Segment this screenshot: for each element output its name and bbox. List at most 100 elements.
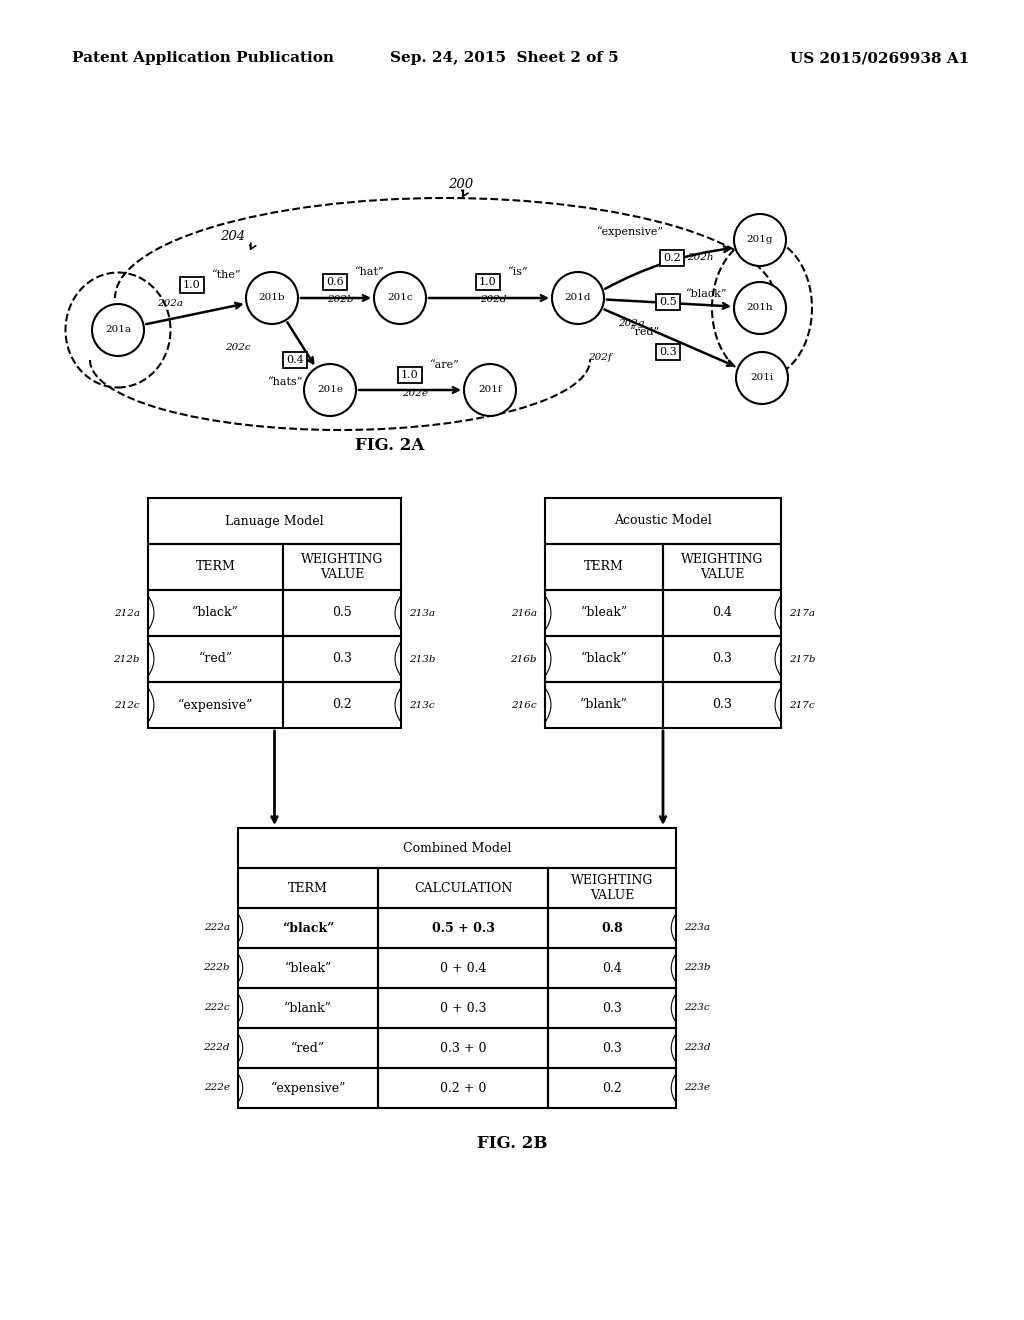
Circle shape	[92, 304, 144, 356]
Text: Combined Model: Combined Model	[402, 842, 511, 854]
Text: 216c: 216c	[511, 701, 537, 710]
Text: 202h: 202h	[687, 253, 714, 263]
Text: 0.4: 0.4	[712, 606, 732, 619]
Text: 202e: 202e	[402, 388, 428, 397]
Text: 202d: 202d	[480, 296, 507, 305]
Text: 201i: 201i	[751, 374, 773, 383]
Text: 217c: 217c	[790, 701, 815, 710]
Text: “blank”: “blank”	[284, 1002, 332, 1015]
Bar	[238, 987, 378, 1028]
Text: TERM: TERM	[288, 882, 328, 895]
Text: FIG. 2B: FIG. 2B	[477, 1134, 547, 1151]
Bar	[545, 544, 663, 590]
Text: “bleak”: “bleak”	[581, 606, 628, 619]
Text: US 2015/0269938 A1: US 2015/0269938 A1	[790, 51, 970, 65]
Text: 202c: 202c	[225, 343, 251, 352]
Text: 204: 204	[220, 231, 245, 243]
Text: 0.5: 0.5	[332, 606, 352, 619]
Text: 0.2: 0.2	[332, 698, 352, 711]
Text: 217b: 217b	[790, 655, 815, 664]
Bar	[548, 869, 676, 908]
Text: “black”: “black”	[193, 606, 239, 619]
Text: 0.3: 0.3	[659, 347, 677, 356]
Bar	[548, 987, 676, 1028]
Bar	[663, 590, 781, 636]
Text: “red”: “red”	[291, 1041, 325, 1055]
Text: “black”: “black”	[686, 289, 727, 300]
Text: 0.5 + 0.3: 0.5 + 0.3	[431, 921, 495, 935]
Bar	[378, 869, 548, 908]
Text: 1.0: 1.0	[401, 370, 419, 380]
Text: 0.3: 0.3	[602, 1002, 622, 1015]
Text: 202g: 202g	[618, 319, 644, 329]
Circle shape	[246, 272, 298, 323]
Text: FIG. 2A: FIG. 2A	[355, 437, 425, 454]
Bar	[283, 682, 401, 729]
Text: TERM: TERM	[196, 561, 236, 573]
Bar	[148, 498, 401, 544]
Bar	[148, 682, 283, 729]
Text: 202f: 202f	[588, 352, 611, 362]
Text: 0.3 + 0: 0.3 + 0	[439, 1041, 486, 1055]
Text: 222c: 222c	[205, 1003, 230, 1012]
Text: 201a: 201a	[105, 326, 131, 334]
Text: 0.2: 0.2	[602, 1081, 622, 1094]
Text: 223c: 223c	[684, 1003, 710, 1012]
Text: 201g: 201g	[746, 235, 773, 244]
Text: “black”: “black”	[282, 921, 334, 935]
Text: Sep. 24, 2015  Sheet 2 of 5: Sep. 24, 2015 Sheet 2 of 5	[390, 51, 618, 65]
Text: Lanuage Model: Lanuage Model	[225, 515, 324, 528]
Bar	[238, 908, 378, 948]
Text: 200: 200	[449, 178, 473, 191]
Text: 0.3: 0.3	[712, 698, 732, 711]
Circle shape	[734, 214, 786, 267]
Circle shape	[304, 364, 356, 416]
Text: “hat”: “hat”	[355, 267, 385, 277]
Text: 222a: 222a	[204, 924, 230, 932]
Text: Acoustic Model: Acoustic Model	[614, 515, 712, 528]
Text: 0.3: 0.3	[712, 652, 732, 665]
Bar	[545, 498, 781, 544]
Text: 213a: 213a	[409, 609, 435, 618]
Bar	[545, 636, 663, 682]
Text: 213c: 213c	[409, 701, 434, 710]
Bar	[283, 544, 401, 590]
Bar	[238, 1028, 378, 1068]
Circle shape	[374, 272, 426, 323]
Bar	[663, 682, 781, 729]
Bar	[283, 636, 401, 682]
Bar	[283, 590, 401, 636]
Bar	[548, 1068, 676, 1107]
Text: “red”: “red”	[199, 652, 232, 665]
Bar	[663, 544, 781, 590]
Text: 202b: 202b	[327, 296, 353, 305]
Text: WEIGHTING
VALUE: WEIGHTING VALUE	[681, 553, 763, 581]
Text: 222d: 222d	[204, 1044, 230, 1052]
Text: 0 + 0.3: 0 + 0.3	[439, 1002, 486, 1015]
Text: 223e: 223e	[684, 1084, 710, 1093]
Text: 0.3: 0.3	[602, 1041, 622, 1055]
Text: 1.0: 1.0	[479, 277, 497, 286]
Text: 201e: 201e	[317, 385, 343, 395]
Text: “are”: “are”	[430, 360, 460, 370]
Text: WEIGHTING
VALUE: WEIGHTING VALUE	[570, 874, 653, 902]
Text: “red”: “red”	[630, 327, 660, 337]
Text: “bleak”: “bleak”	[285, 961, 332, 974]
Bar	[378, 948, 548, 987]
Bar	[545, 682, 663, 729]
Text: “blank”: “blank”	[580, 698, 628, 711]
Text: 201c: 201c	[387, 293, 413, 302]
Text: 0.3: 0.3	[332, 652, 352, 665]
Bar	[548, 908, 676, 948]
Bar	[663, 636, 781, 682]
Bar	[148, 590, 283, 636]
Bar	[545, 590, 663, 636]
Bar	[548, 1028, 676, 1068]
Text: 212a: 212a	[114, 609, 140, 618]
Circle shape	[736, 352, 788, 404]
Bar	[148, 544, 283, 590]
Text: 212b: 212b	[114, 655, 140, 664]
Bar	[378, 1028, 548, 1068]
Text: 213b: 213b	[409, 655, 435, 664]
Text: “expensive”: “expensive”	[270, 1081, 346, 1094]
